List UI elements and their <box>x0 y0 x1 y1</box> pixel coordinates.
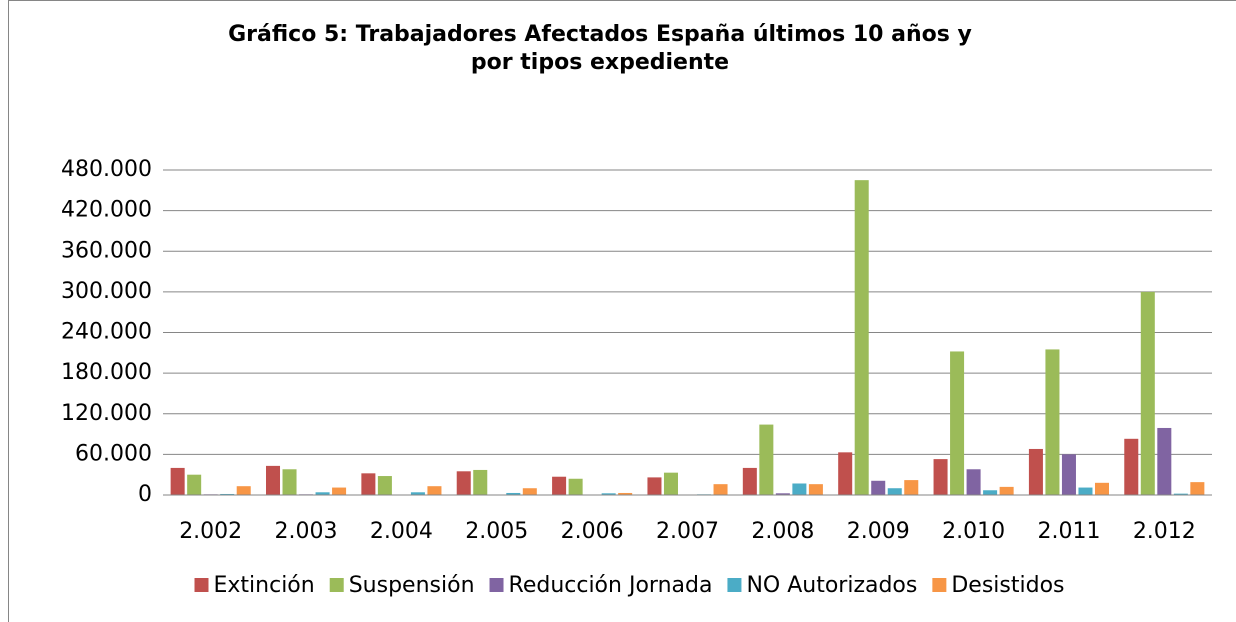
legend-swatch <box>194 578 209 592</box>
y-tick-label: 420.000 <box>61 198 152 223</box>
bar <box>427 486 442 495</box>
chart-frame <box>8 0 1236 622</box>
bar <box>647 477 662 495</box>
bar <box>999 486 1014 495</box>
x-tick-label: 2.008 <box>751 519 814 544</box>
bar <box>568 478 583 495</box>
y-tick-label: 300.000 <box>61 279 152 304</box>
bar <box>1028 448 1043 495</box>
bar <box>187 474 202 495</box>
legend-label: Reducción Jornada <box>509 573 713 598</box>
legend-label: Suspensión <box>349 573 475 598</box>
y-tick-label: 360.000 <box>61 238 152 263</box>
y-tick-label: 0 <box>138 482 152 507</box>
bar <box>315 492 330 495</box>
bar <box>601 493 616 495</box>
bar <box>552 476 567 495</box>
x-tick-label: 2.002 <box>179 519 242 544</box>
x-tick-label: 2.005 <box>465 519 528 544</box>
legend-label: Extinción <box>214 573 315 598</box>
x-tick-label: 2.007 <box>656 519 719 544</box>
y-tick-label: 60.000 <box>75 441 152 466</box>
legend-swatch <box>932 578 947 592</box>
x-tick-label: 2.009 <box>847 519 910 544</box>
bar <box>887 488 902 495</box>
bar <box>265 465 281 495</box>
bar <box>1078 487 1093 495</box>
bar <box>933 459 948 495</box>
x-tick-label: 2.003 <box>275 519 338 544</box>
bar <box>236 486 251 495</box>
bar <box>854 180 869 495</box>
bar <box>473 469 488 495</box>
chart-title: Gráfico 5: Trabajadores Afectados España… <box>228 22 972 47</box>
bar <box>966 469 981 495</box>
bar <box>1094 482 1110 495</box>
x-tick-label: 2.006 <box>561 519 624 544</box>
legend-label: NO Autorizados <box>746 573 917 598</box>
bar <box>1140 291 1155 495</box>
legend-swatch <box>329 578 344 592</box>
bar <box>410 492 425 495</box>
bar <box>522 488 537 495</box>
bar <box>663 472 678 495</box>
bar <box>1045 349 1060 495</box>
bar <box>282 469 297 495</box>
legend-label: Desistidos <box>951 573 1064 598</box>
y-tick-label: 480.000 <box>61 157 152 182</box>
bar <box>1157 427 1172 495</box>
bar <box>220 493 235 495</box>
bar <box>808 484 823 495</box>
bar <box>871 480 886 495</box>
legend-swatch <box>489 578 504 592</box>
bar <box>1061 454 1076 495</box>
x-tick-label: 2.004 <box>370 519 433 544</box>
bar <box>792 483 807 495</box>
y-tick-label: 240.000 <box>61 320 152 345</box>
x-tick-label: 2.010 <box>942 519 1005 544</box>
bar <box>1173 493 1188 495</box>
bar <box>1190 482 1205 495</box>
bar <box>456 471 471 495</box>
bar <box>332 487 347 495</box>
bar <box>713 484 728 495</box>
x-tick-label: 2.012 <box>1133 519 1196 544</box>
bar <box>618 492 633 495</box>
chart-title: por tipos expediente <box>471 50 729 75</box>
bar <box>377 476 392 495</box>
bar <box>742 467 757 495</box>
bar <box>361 473 376 495</box>
bar <box>775 493 790 495</box>
bar <box>950 351 965 495</box>
bar <box>170 467 185 495</box>
x-tick-label: 2.011 <box>1037 519 1100 544</box>
bar <box>759 424 774 495</box>
y-tick-label: 180.000 <box>61 360 152 385</box>
bar <box>838 452 853 495</box>
bar <box>1124 438 1139 495</box>
y-tick-label: 120.000 <box>61 401 152 426</box>
legend-swatch <box>727 578 742 592</box>
bar <box>904 480 919 495</box>
bar <box>506 492 521 495</box>
bar <box>983 490 998 495</box>
